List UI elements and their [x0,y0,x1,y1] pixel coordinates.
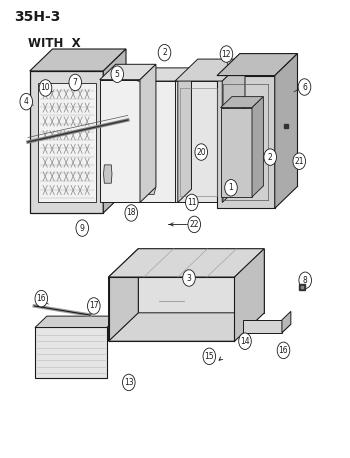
Polygon shape [100,64,156,80]
Circle shape [220,46,233,62]
Polygon shape [35,327,107,378]
Circle shape [195,144,208,160]
Polygon shape [108,313,264,341]
Circle shape [183,270,195,286]
Text: 3: 3 [187,273,191,283]
Text: 11: 11 [187,198,197,207]
Circle shape [264,149,276,165]
Circle shape [158,44,171,61]
Polygon shape [142,176,156,195]
Text: 8: 8 [303,276,308,285]
Circle shape [111,66,124,82]
Polygon shape [217,54,298,76]
Text: 12: 12 [222,49,231,59]
Polygon shape [243,320,282,333]
Circle shape [239,333,251,349]
Circle shape [186,194,198,211]
Circle shape [39,80,52,96]
Circle shape [277,342,290,359]
Polygon shape [217,76,275,208]
Circle shape [125,205,138,221]
Text: 17: 17 [89,301,99,311]
Text: 2: 2 [162,48,167,57]
Text: 16: 16 [279,346,288,355]
Polygon shape [252,97,263,197]
Text: 35H-3: 35H-3 [14,10,60,24]
Polygon shape [243,324,291,333]
Text: 14: 14 [240,337,250,346]
Polygon shape [275,54,298,208]
Text: 6: 6 [302,82,307,92]
Polygon shape [108,249,138,341]
Text: 10: 10 [41,83,50,93]
Polygon shape [282,311,291,333]
Text: 20: 20 [196,147,206,157]
Polygon shape [220,97,263,108]
Circle shape [293,153,306,169]
Circle shape [76,220,89,236]
Text: 13: 13 [124,378,134,387]
Polygon shape [35,316,119,327]
Polygon shape [30,71,103,213]
Polygon shape [30,49,126,71]
Text: 16: 16 [36,294,46,303]
Circle shape [203,348,216,365]
Polygon shape [104,165,112,183]
Polygon shape [234,249,264,341]
Text: 2: 2 [268,153,273,162]
Text: 9: 9 [80,224,85,233]
Circle shape [20,93,33,110]
Text: 15: 15 [204,352,214,361]
Circle shape [122,374,135,391]
Polygon shape [100,80,140,202]
Text: 21: 21 [294,157,304,166]
Text: 22: 22 [189,220,199,229]
Polygon shape [138,81,178,202]
Polygon shape [38,83,96,202]
Polygon shape [222,59,245,202]
Circle shape [188,216,201,233]
Polygon shape [103,49,126,213]
Circle shape [298,79,311,95]
Circle shape [35,290,48,307]
Text: WITH  X: WITH X [28,37,80,49]
Polygon shape [138,249,264,313]
Polygon shape [220,108,252,197]
Polygon shape [108,249,264,277]
Polygon shape [140,64,156,202]
Text: 7: 7 [73,78,78,87]
Circle shape [69,74,82,91]
Polygon shape [175,81,222,202]
Text: 1: 1 [229,183,233,192]
Text: 5: 5 [115,70,120,79]
Polygon shape [175,59,245,81]
Polygon shape [178,68,191,202]
Circle shape [299,272,312,289]
Text: 4: 4 [24,97,29,106]
Polygon shape [138,68,191,81]
Circle shape [225,180,237,196]
Circle shape [88,298,100,314]
Text: 18: 18 [126,208,136,218]
